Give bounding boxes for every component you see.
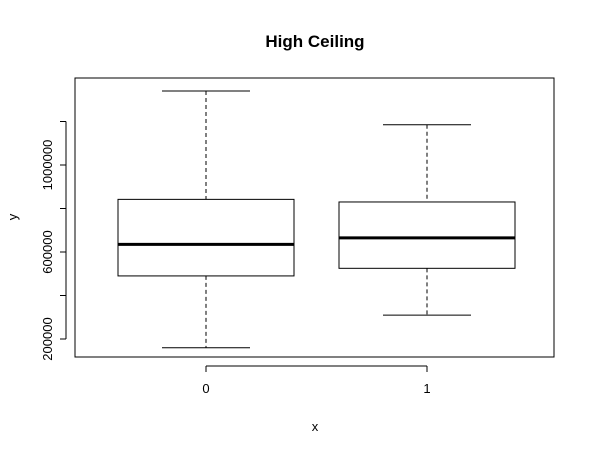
box-1 [338, 124, 516, 316]
x-tick-label: 0 [202, 381, 209, 396]
iqr-box [117, 198, 295, 277]
plot-frame [74, 77, 555, 358]
y-tick-label: 200000 [40, 317, 55, 360]
iqr-box [338, 201, 516, 269]
y-tick-label: 600000 [40, 230, 55, 273]
box-0 [117, 90, 295, 349]
chart-title: High Ceiling [265, 32, 364, 51]
box-group [117, 90, 516, 349]
y-tick-label: 1000000 [40, 140, 55, 191]
x-axis-label: x [312, 419, 319, 434]
y-axis-label: y [5, 213, 20, 220]
x-tick-label: 1 [423, 381, 430, 396]
y-axis: 200000 600000 1000000 [40, 121, 67, 361]
